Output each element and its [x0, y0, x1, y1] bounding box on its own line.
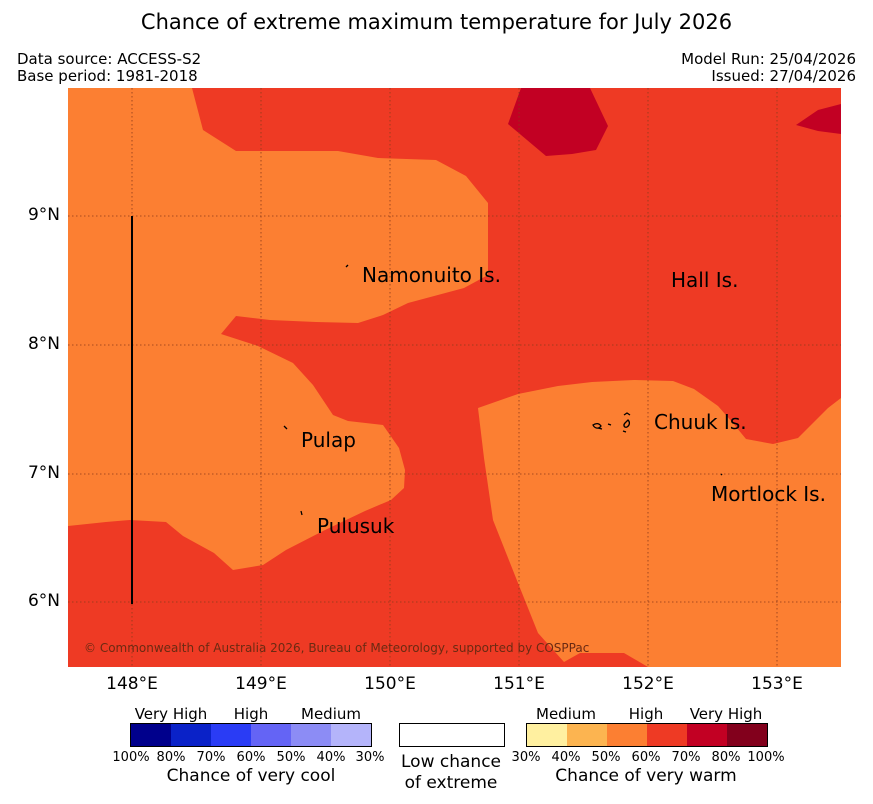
cool-tick: 30%: [355, 750, 385, 765]
cool-group-very-high: Very High: [134, 705, 208, 723]
cool-swatch: [251, 724, 291, 746]
place-label-pulap: Pulap: [301, 428, 356, 452]
warm-tick: 60%: [631, 750, 661, 765]
cool-color-bar: [130, 723, 372, 747]
cool-swatch: [171, 724, 211, 746]
cool-swatch: [291, 724, 331, 746]
warm-group-high: High: [628, 705, 664, 723]
warm-color-bar: [526, 723, 768, 747]
lon-label-151e: 151°E: [493, 674, 545, 694]
cool-tick: 80%: [156, 750, 186, 765]
warm-group-medium: Medium: [536, 705, 596, 723]
place-label-chuuk: Chuuk Is.: [654, 410, 747, 434]
warm-swatch: [727, 724, 767, 746]
warm-tick: 50%: [591, 750, 621, 765]
warm-tick: 30%: [511, 750, 541, 765]
warm-swatch: [607, 724, 647, 746]
cool-swatch: [131, 724, 171, 746]
data-source-label: Data source: ACCESS-S2: [17, 50, 202, 68]
place-label-mortlock: Mortlock Is.: [711, 482, 826, 506]
lat-label-8n: 8°N: [27, 334, 60, 354]
east-60-70-region: [478, 380, 841, 667]
lat-label-6n: 6°N: [27, 591, 60, 611]
map-panel[interactable]: [68, 88, 841, 667]
cool-swatch: [331, 724, 371, 746]
cool-tick: 100%: [112, 750, 150, 765]
lat-label-9n: 9°N: [27, 205, 60, 225]
warm-tick: 70%: [671, 750, 701, 765]
lon-label-152e: 152°E: [622, 674, 674, 694]
cool-tick: 60%: [236, 750, 266, 765]
base-period-label: Base period: 1981-2018: [17, 67, 198, 85]
neutral-color-box: [399, 723, 505, 747]
lon-label-153e: 153°E: [751, 674, 803, 694]
warm-tick: 40%: [551, 750, 581, 765]
island-outlines: [283, 264, 723, 516]
grid-lines: [68, 88, 841, 667]
place-label-hall: Hall Is.: [671, 268, 739, 292]
warm-swatch: [527, 724, 567, 746]
cool-group-high: High: [233, 705, 269, 723]
lon-label-148e: 148°E: [106, 674, 158, 694]
lon-label-149e: 149°E: [235, 674, 287, 694]
warm-swatch: [687, 724, 727, 746]
northeast-80-90-region: [796, 104, 841, 134]
cool-group-medium: Medium: [301, 705, 361, 723]
warm-caption: Chance of very warm: [555, 766, 737, 786]
copyright-credit: © Commonwealth of Australia 2026, Bureau…: [84, 641, 590, 655]
neutral-caption-line1: Low chance: [401, 752, 501, 772]
cool-caption: Chance of very cool: [166, 766, 336, 786]
warm-swatch: [647, 724, 687, 746]
issued-label: Issued: 27/04/2026: [711, 67, 856, 85]
lon-label-150e: 150°E: [364, 674, 416, 694]
neutral-caption-line2: of extreme: [404, 773, 498, 793]
map-title: Chance of extreme maximum temperature fo…: [140, 10, 733, 34]
warm-swatch: [567, 724, 607, 746]
warm-tick: 100%: [747, 750, 785, 765]
map-canvas: [68, 88, 841, 667]
north-80-90-region: [508, 88, 608, 156]
lat-label-7n: 7°N: [27, 463, 60, 483]
cool-tick: 70%: [196, 750, 226, 765]
place-label-namonuito: Namonuito Is.: [362, 263, 501, 287]
place-label-pulusuk: Pulusuk: [317, 514, 395, 538]
cool-tick: 50%: [276, 750, 306, 765]
west-60-70-region: [68, 88, 488, 570]
warm-group-very-high: Very High: [689, 705, 763, 723]
warm-tick: 80%: [711, 750, 741, 765]
model-run-label: Model Run: 25/04/2026: [681, 50, 856, 68]
cool-tick: 40%: [316, 750, 346, 765]
cool-swatch: [211, 724, 251, 746]
